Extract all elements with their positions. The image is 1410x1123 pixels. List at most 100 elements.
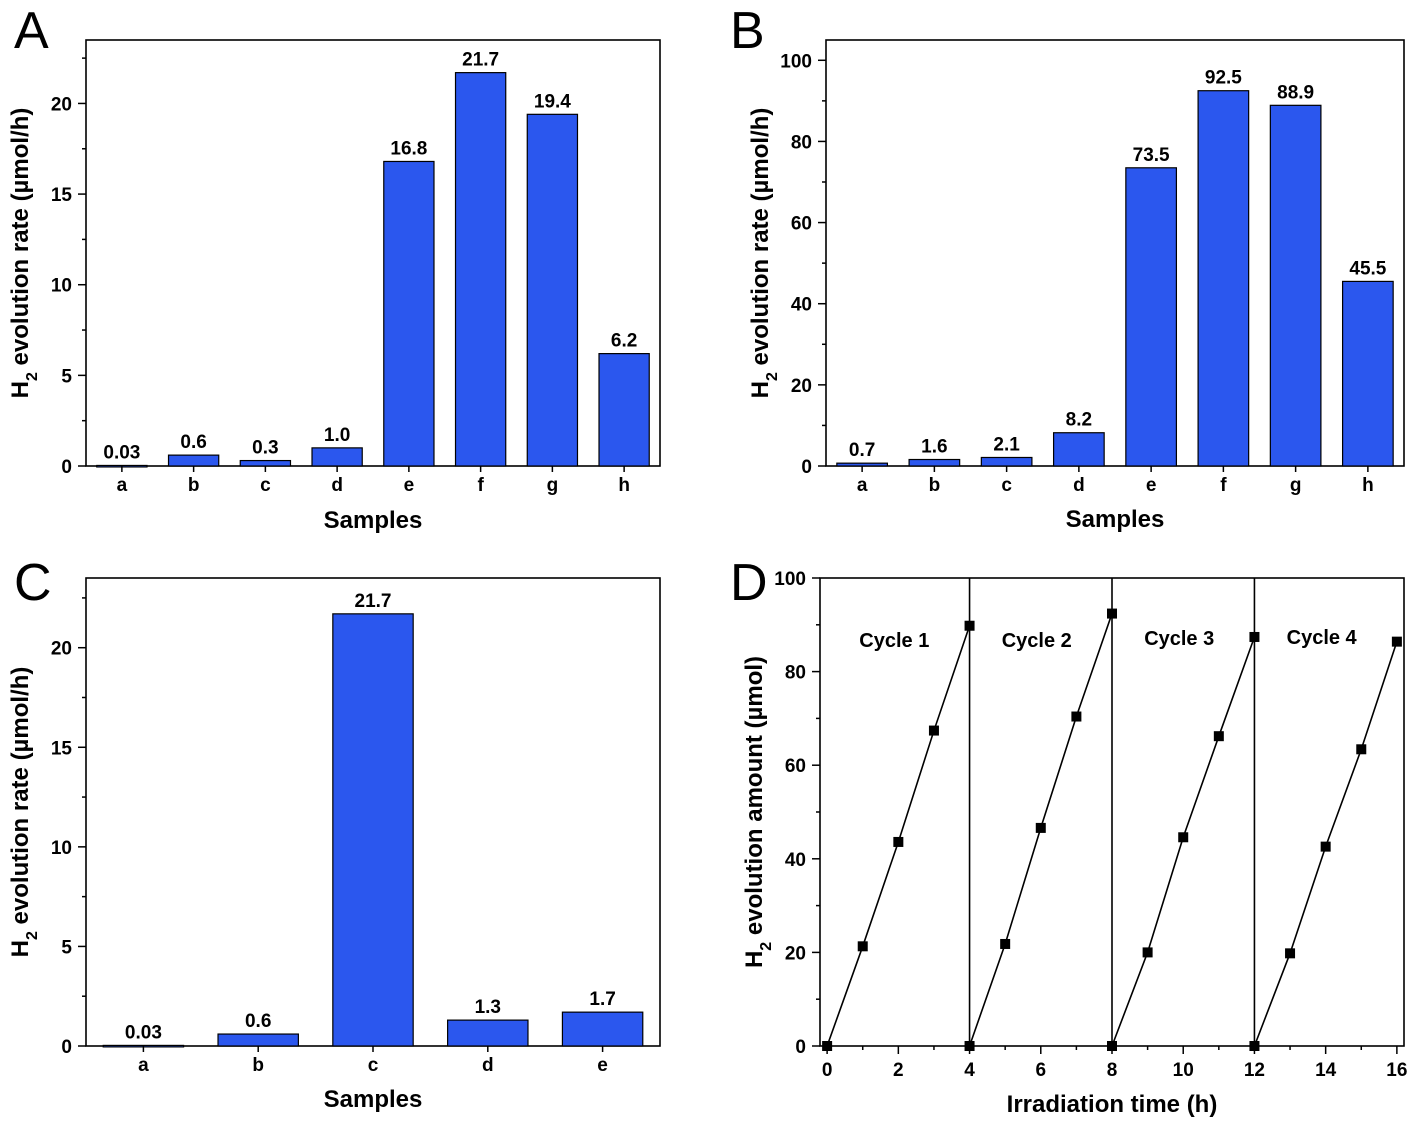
data-label-e: 73.5 <box>1133 145 1170 166</box>
data-label-e: 16.8 <box>390 138 427 159</box>
data-point-cycle-4 <box>1320 841 1331 852</box>
x-tick-label: 16 <box>1386 1060 1407 1081</box>
panel-letter-c: C <box>14 554 52 612</box>
y-axis-title-subscript: 2 <box>758 942 775 951</box>
data-label-b: 0.6 <box>180 432 206 453</box>
panel-letter-d: D <box>730 554 768 612</box>
y-tick-label: 0 <box>795 1037 806 1058</box>
x-tick-label-b: b <box>929 475 941 496</box>
x-axis-title: Samples <box>324 507 423 534</box>
bar-d <box>311 447 363 467</box>
y-axis-title: H2 evolution amount (µmol) <box>741 656 775 968</box>
x-tick-label: 8 <box>1107 1060 1118 1081</box>
plot-frame <box>825 39 1405 467</box>
data-label-d: 1.3 <box>475 997 501 1018</box>
y-axis-title: H2 evolution rate (µmol/h) <box>747 108 781 399</box>
y-axis-title-main: H <box>7 940 34 957</box>
x-tick-label: 10 <box>1173 1060 1194 1081</box>
data-point-cycle-4 <box>1356 744 1367 755</box>
series-line-cycle-1 <box>826 625 971 1047</box>
data-label-g: 19.4 <box>534 91 571 112</box>
data-point-cycle-3 <box>1249 631 1260 642</box>
y-tick-label: 20 <box>785 943 806 964</box>
y-tick-label: 20 <box>51 94 72 115</box>
data-point-cycle-1 <box>928 725 939 736</box>
x-tick-label-h: h <box>618 475 630 496</box>
chart-panel-c: 0 5 10 15 20 0.03 a 0.6 b 21.7 c 1.3 d 1.7 e Samples H2 … <box>7 577 661 1113</box>
bar-c <box>980 456 1033 467</box>
x-tick-label: 14 <box>1315 1060 1337 1081</box>
bar-b <box>167 454 220 467</box>
y-tick-label: 15 <box>51 185 73 206</box>
x-tick-label-g: g <box>547 475 559 496</box>
y-tick-label: 100 <box>774 569 806 590</box>
data-label-h: 45.5 <box>1349 258 1386 279</box>
y-tick-label: 40 <box>791 295 812 316</box>
data-point-cycle-3 <box>1142 947 1153 958</box>
panel-letter-a: A <box>14 2 49 60</box>
x-tick-label: 4 <box>964 1060 975 1081</box>
x-tick-label-d: d <box>331 475 343 496</box>
bar-c <box>239 459 292 467</box>
data-point-cycle-2 <box>1107 608 1117 619</box>
bar-b <box>217 1033 299 1047</box>
data-point-cycle-4 <box>1391 636 1402 647</box>
y-axis-title-rest: evolution amount (µmol) <box>741 656 768 942</box>
y-tick-label: 15 <box>51 738 73 759</box>
x-axis-title: Samples <box>324 1086 423 1113</box>
data-label-h: 6.2 <box>611 331 637 352</box>
y-axis-title-rest: evolution rate (µmol/h) <box>747 108 774 373</box>
data-label-d: 8.2 <box>1066 410 1092 431</box>
y-tick-label: 0 <box>61 457 72 478</box>
data-point-cycle-3 <box>1107 1041 1117 1051</box>
x-tick-label-g: g <box>1290 475 1302 496</box>
x-tick-label-c: c <box>260 475 271 496</box>
chart-panel-a: 0 5 10 15 20 0.03 a 0.6 b 0.3 c 1.0 d 16.8 e 21.7 f 19.4 g… <box>7 39 661 534</box>
y-axis-title: H2 evolution rate (µmol/h) <box>7 667 41 958</box>
data-point-cycle-1 <box>822 1041 833 1051</box>
data-label-a: 0.7 <box>849 440 875 461</box>
x-tick-label: 12 <box>1244 1060 1265 1081</box>
data-label-a: 0.03 <box>103 442 140 463</box>
panel-letter-b: B <box>730 2 765 60</box>
data-label-f: 21.7 <box>462 50 499 71</box>
data-point-cycle-2 <box>1000 938 1011 949</box>
x-tick-label-f: f <box>1220 475 1227 496</box>
y-axis-title-rest: evolution rate (µmol/h) <box>7 667 34 932</box>
cycle-annotation-4: Cycle 4 <box>1287 627 1358 649</box>
data-label-e: 1.7 <box>589 989 615 1010</box>
x-axis-title: Samples <box>1066 506 1165 533</box>
bar-h <box>598 353 650 467</box>
bar-b <box>908 458 961 467</box>
y-tick-label: 60 <box>791 214 812 235</box>
chart-panel-d: 0 20 40 60 80 100 0 2 4 6 8 10 12 14 16 Cycle 1 Cycle 2 C… <box>741 569 1407 1118</box>
y-axis-title-subscript: 2 <box>24 372 41 381</box>
y-tick-label: 100 <box>780 51 812 72</box>
x-tick-label-b: b <box>252 1055 264 1076</box>
bar-c <box>332 613 414 1047</box>
data-point-cycle-2 <box>1035 822 1046 833</box>
data-label-c: 21.7 <box>355 591 392 612</box>
y-tick-label: 20 <box>51 639 72 660</box>
data-point-cycle-1 <box>964 620 975 631</box>
bar-f <box>1197 90 1250 467</box>
x-tick-label: 6 <box>1035 1060 1046 1081</box>
y-tick-label: 5 <box>61 937 72 958</box>
x-tick-label-e: e <box>404 475 415 496</box>
bar-e <box>383 160 435 467</box>
y-tick-label: 10 <box>51 838 72 859</box>
y-axis-title-main: H <box>747 381 774 398</box>
x-tick-label-e: e <box>597 1055 608 1076</box>
y-tick-label: 20 <box>791 376 812 397</box>
y-tick-label: 60 <box>785 756 806 777</box>
data-label-c: 0.3 <box>252 438 278 459</box>
x-tick-label-b: b <box>188 475 200 496</box>
bar-f <box>454 72 507 467</box>
x-tick-label-a: a <box>138 1055 149 1076</box>
x-tick-label-c: c <box>368 1055 379 1076</box>
y-axis-title-subscript: 2 <box>24 931 41 940</box>
data-point-cycle-1 <box>893 836 904 847</box>
x-tick-label-a: a <box>117 475 128 496</box>
bar-e <box>561 1011 644 1047</box>
